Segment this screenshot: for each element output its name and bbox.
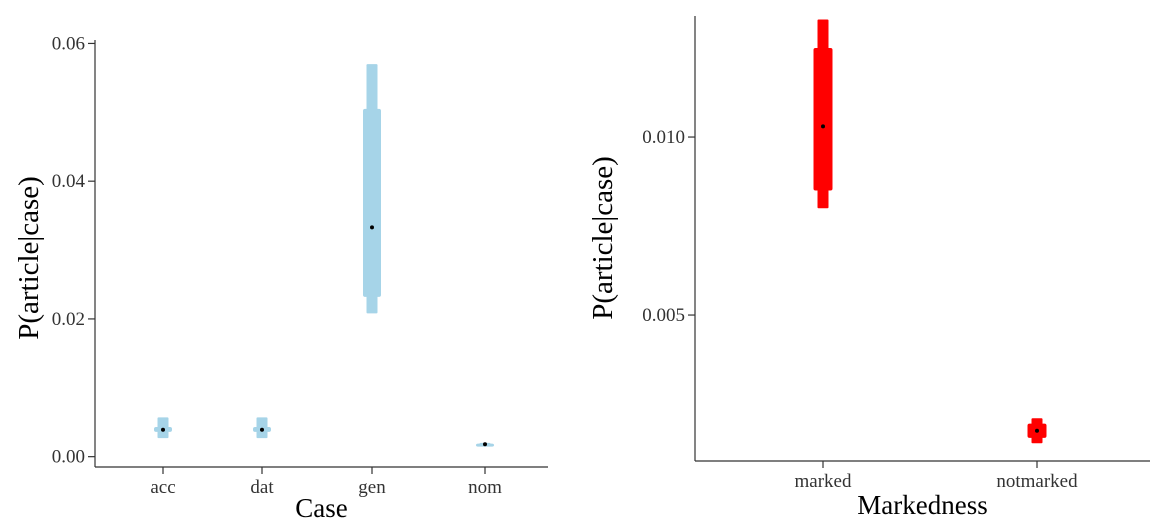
markedness-panel: 0.005 0.010 marked notmarked Markedness P(art… bbox=[587, 16, 1150, 520]
median-point bbox=[161, 427, 165, 432]
x-tick-label: dat bbox=[250, 477, 274, 498]
x-axis-title: Markedness bbox=[857, 490, 987, 520]
x-tick-label: marked bbox=[795, 471, 852, 492]
y-tick-label: 0.010 bbox=[642, 127, 685, 148]
y-tick-label: 0.00 bbox=[52, 447, 85, 468]
inner-interval bbox=[813, 48, 833, 191]
inner-interval bbox=[363, 108, 381, 297]
x-tick-label: notmarked bbox=[996, 471, 1078, 492]
y-tick-label: 0.005 bbox=[642, 305, 685, 326]
median-point bbox=[260, 427, 264, 432]
y-tick-label: 0.02 bbox=[52, 309, 85, 330]
case-panel: 0.00 0.02 0.04 0.06 acc dat gen nom Case P(articl… bbox=[13, 33, 548, 521]
median-point bbox=[821, 124, 825, 129]
y-tick-label: 0.04 bbox=[52, 171, 86, 192]
y-axis-title: P(article|case) bbox=[13, 176, 45, 340]
x-axis-title: Case bbox=[295, 493, 348, 521]
median-point bbox=[1035, 428, 1039, 433]
x-tick-label: acc bbox=[150, 477, 175, 498]
median-point bbox=[370, 225, 374, 230]
y-tick-label: 0.06 bbox=[52, 33, 85, 54]
x-tick-label: gen bbox=[358, 477, 386, 498]
median-point bbox=[483, 442, 487, 447]
x-tick-label: nom bbox=[468, 477, 502, 498]
y-axis-title: P(article|case) bbox=[587, 156, 619, 320]
